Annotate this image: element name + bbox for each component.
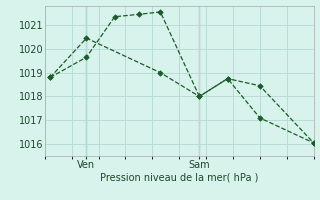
- X-axis label: Pression niveau de la mer( hPa ): Pression niveau de la mer( hPa ): [100, 173, 258, 183]
